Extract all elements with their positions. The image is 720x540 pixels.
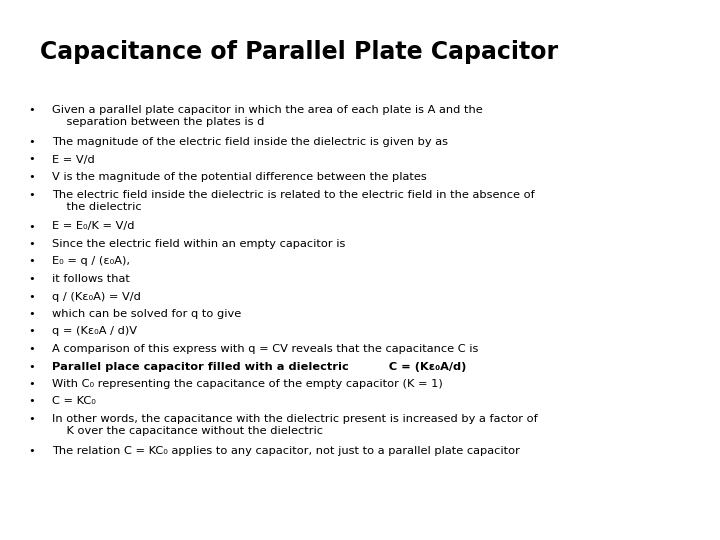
Text: •: • [28,154,35,165]
Text: •: • [28,396,35,407]
Text: The electric field inside the dielectric is related to the electric field in the: The electric field inside the dielectric… [52,190,535,212]
Text: •: • [28,105,35,115]
Text: •: • [28,327,35,336]
Text: E₀ = q / (ε₀A),: E₀ = q / (ε₀A), [52,256,130,267]
Text: •: • [28,137,35,147]
Text: With C₀ representing the capacitance of the empty capacitor (K = 1): With C₀ representing the capacitance of … [52,379,443,389]
Text: •: • [28,274,35,284]
Text: •: • [28,379,35,389]
Text: •: • [28,190,35,199]
Text: •: • [28,361,35,372]
Text: q = (Kε₀A / d)V: q = (Kε₀A / d)V [52,327,137,336]
Text: •: • [28,446,35,456]
Text: Given a parallel plate capacitor in which the area of each plate is A and the
  : Given a parallel plate capacitor in whic… [52,105,482,127]
Text: The magnitude of the electric field inside the dielectric is given by as: The magnitude of the electric field insi… [52,137,448,147]
Text: •: • [28,172,35,182]
Text: •: • [28,221,35,232]
Text: •: • [28,309,35,319]
Text: Parallel place capacitor filled with a dielectric          C = (Kε₀A/d): Parallel place capacitor filled with a d… [52,361,467,372]
Text: E = E₀/K = V/d: E = E₀/K = V/d [52,221,135,232]
Text: In other words, the capacitance with the dielectric present is increased by a fa: In other words, the capacitance with the… [52,414,538,436]
Text: •: • [28,414,35,424]
Text: •: • [28,239,35,249]
Text: A comparison of this express with q = CV reveals that the capacitance C is: A comparison of this express with q = CV… [52,344,478,354]
Text: which can be solved for q to give: which can be solved for q to give [52,309,241,319]
Text: it follows that: it follows that [52,274,130,284]
Text: C = KC₀: C = KC₀ [52,396,96,407]
Text: Since the electric field within an empty capacitor is: Since the electric field within an empty… [52,239,346,249]
Text: •: • [28,256,35,267]
Text: •: • [28,292,35,301]
Text: q / (Kε₀A) = V/d: q / (Kε₀A) = V/d [52,292,141,301]
Text: V is the magnitude of the potential difference between the plates: V is the magnitude of the potential diff… [52,172,427,182]
Text: E = V/d: E = V/d [52,154,95,165]
Text: The relation C = KC₀ applies to any capacitor, not just to a parallel plate capa: The relation C = KC₀ applies to any capa… [52,446,520,456]
Text: Capacitance of Parallel Plate Capacitor: Capacitance of Parallel Plate Capacitor [40,40,558,64]
Text: •: • [28,344,35,354]
